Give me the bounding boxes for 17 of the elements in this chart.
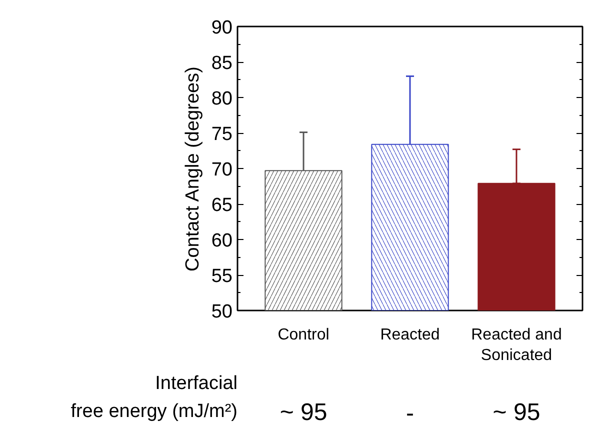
y-tick-label: 50 <box>211 302 233 322</box>
y-tick-label: 80 <box>211 88 233 110</box>
y-tick-label: 75 <box>211 124 233 145</box>
y-tick-label: 55 <box>211 266 233 287</box>
text: ~ 95 <box>280 399 328 426</box>
text: - <box>406 400 414 427</box>
text: Interfacial free energy (mJ/m²) <box>70 372 238 422</box>
y-tick-label: 60 <box>211 230 233 252</box>
x-tick-label: Control <box>278 326 330 344</box>
x-tick-label: Reacted <box>380 326 440 344</box>
y-tick-label: 90 <box>211 18 233 38</box>
y-tick-label: 70 <box>211 160 233 180</box>
x-tick-label: Reacted and Sonicated <box>471 326 562 364</box>
y-axis-title: Contact Angle (degrees) <box>182 66 204 272</box>
text: ~ 95 <box>492 399 540 426</box>
y-tick-label: 85 <box>211 53 233 74</box>
y-tick-label: 65 <box>211 195 233 216</box>
